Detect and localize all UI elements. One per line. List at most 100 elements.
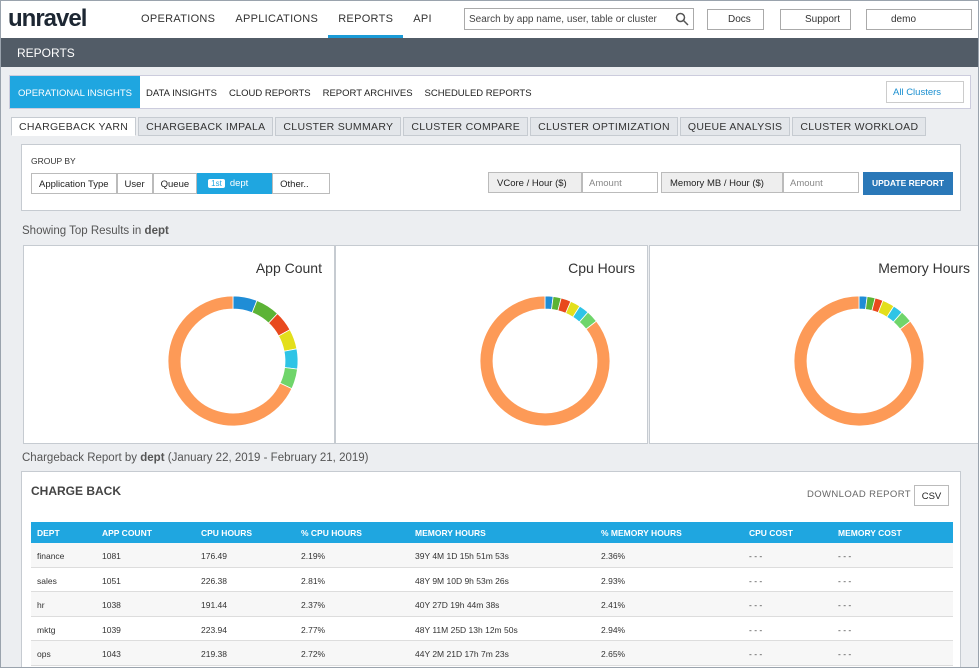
group-option[interactable]: Queue (152, 173, 198, 194)
table-cell: 2.77% (301, 624, 326, 635)
report-tab[interactable]: SCHEDULED REPORTS (424, 88, 532, 99)
column-header[interactable]: CPU HOURS (201, 528, 253, 538)
table-cell: 2.81% (301, 575, 326, 586)
group-options: Application Type User Queue 1st dept Other.. (31, 173, 331, 194)
table-cell: 176.49 (201, 551, 227, 561)
table-cell: 1038 (102, 600, 121, 610)
docs-button[interactable]: Docs (707, 9, 764, 30)
table-cell: 2.41% (601, 600, 626, 610)
table-cell: - - - (749, 649, 763, 659)
table-cell: 2.94% (601, 624, 626, 635)
table-cell: 1039 (102, 624, 121, 635)
search-icon[interactable] (675, 12, 689, 26)
report-tab[interactable]: CLOUD REPORTS (228, 88, 311, 99)
memory-input[interactable]: Amount (783, 172, 859, 193)
report-tab[interactable]: OPERATIONAL INSIGHTS (10, 76, 141, 108)
table-cell: 2.72% (301, 649, 326, 659)
vcore-input[interactable]: Amount (582, 172, 658, 193)
column-header[interactable]: % MEMORY HOURS (601, 528, 682, 538)
logo[interactable]: unravel (8, 5, 87, 32)
report-tab[interactable]: REPORT ARCHIVES (322, 88, 413, 99)
search-box[interactable]: Search by app name, user, table or clust… (464, 8, 694, 30)
showing-caption: Showing Top Results in dept (22, 225, 169, 237)
chargeback-title: CHARGE BACK (31, 484, 121, 498)
nav-item[interactable]: APPLICATIONS (235, 13, 319, 25)
donut-segment[interactable] (167, 295, 293, 427)
csv-button[interactable]: CSV (914, 485, 949, 506)
memory-label: Memory MB / Hour ($) (661, 172, 783, 193)
group-option[interactable]: User (116, 173, 153, 194)
table-cell: mktg (37, 624, 56, 635)
column-header[interactable]: MEMORY HOURS (415, 528, 486, 538)
donut (793, 295, 925, 427)
vcore-label: VCore / Hour ($) (488, 172, 582, 193)
group-by-panel: GROUP BY Application Type User Queue 1st dep… (21, 144, 961, 211)
table-cell: 40Y 27D 19h 44m 38s (415, 600, 500, 610)
other-dropdown[interactable]: Other.. (272, 173, 331, 194)
support-button[interactable]: Support (780, 9, 851, 30)
sub-tab[interactable]: CLUSTER OPTIMIZATION (530, 117, 678, 136)
sub-tab[interactable]: QUEUE ANALYSIS (679, 117, 791, 136)
group-selected[interactable]: 1st dept (197, 173, 273, 194)
chart-title: Cpu Hours (568, 260, 635, 276)
table-cell: - - - (749, 600, 763, 610)
sub-tab[interactable]: CLUSTER COMPARE (403, 117, 529, 136)
chart-title: Memory Hours (878, 260, 970, 276)
nav: OPERATIONS APPLICATIONS REPORTS API (131, 1, 442, 38)
showing-prefix: Showing Top Results in (22, 225, 142, 237)
sub-tab[interactable]: CLUSTER WORKLOAD (792, 117, 927, 136)
sub-tab[interactable]: CHARGEBACK YARN (11, 117, 137, 136)
report-caption: Chargeback Report by dept (January 22, 2… (22, 452, 368, 464)
table-cell: 1081 (102, 551, 121, 561)
table-row: hr 1038 191.44 2.37% 40Y 27D 19h 44m 38s 2.41… (31, 592, 953, 617)
update-button[interactable]: UPDATE REPORT (863, 172, 953, 195)
table-cell: 1051 (102, 575, 121, 586)
column-header[interactable]: CPU COST (749, 528, 793, 538)
table-row: finance 1081 176.49 2.19% 39Y 4M 1D 15h 51m … (31, 543, 953, 568)
cluster-select[interactable]: All Clusters (886, 81, 964, 103)
table-row: ops 1043 219.38 2.72% 44Y 2M 21D 17h 7m 23s 2… (31, 641, 953, 666)
group-option[interactable]: Application Type (31, 173, 117, 194)
nav-item[interactable]: API (413, 13, 432, 25)
donut-segment[interactable] (283, 348, 299, 370)
donut-segment[interactable] (793, 295, 925, 427)
donut (479, 295, 611, 427)
sub-tabs: CHARGEBACK YARN CHARGEBACK IMPALA CLUSTER … (11, 117, 928, 136)
table-cell: - - - (838, 649, 852, 659)
sub-tab[interactable]: CHARGEBACK IMPALA (138, 117, 274, 136)
table-cell: 2.37% (301, 600, 326, 610)
column-header[interactable]: % CPU HOURS (301, 528, 362, 538)
nav-item[interactable]: OPERATIONS (141, 13, 216, 25)
donut-segment[interactable] (479, 295, 611, 427)
sub-tab[interactable]: CLUSTER SUMMARY (275, 117, 402, 136)
table-cell: 2.36% (601, 551, 626, 561)
column-header[interactable]: DEPT (37, 528, 60, 538)
table-cell: - - - (838, 575, 852, 586)
report-tab[interactable]: DATA INSIGHTS (146, 88, 217, 99)
table-cell: hr (37, 600, 45, 610)
table-cell: - - - (838, 600, 852, 610)
table-cell: 48Y 9M 10D 9h 53m 26s (415, 575, 509, 586)
table-cell: 2.19% (301, 551, 326, 561)
table-cell: 48Y 11M 25D 13h 12m 50s (415, 624, 518, 635)
table-cell: - - - (749, 575, 763, 586)
top-bar: unravel OPERATIONS APPLICATIONS REPORTS API… (1, 1, 978, 38)
selected-option: dept (229, 178, 249, 189)
table-cell: 223.94 (201, 624, 227, 635)
column-header[interactable]: MEMORY COST (838, 528, 902, 538)
chart-panel: App Count (23, 245, 335, 444)
chart-panel: Cpu Hours (335, 245, 648, 444)
caption-range: (January 22, 2019 - February 21, 2019) (167, 452, 369, 464)
page-title: REPORTS (1, 38, 978, 67)
table-cell: 219.38 (201, 649, 227, 659)
selected-badge: 1st (208, 179, 225, 188)
caption-prefix: Chargeback Report by (22, 452, 138, 464)
column-header[interactable]: APP COUNT (102, 528, 152, 538)
table-row: sales 1051 226.38 2.81% 48Y 9M 10D 9h 53m 26… (31, 567, 953, 592)
table-cell: 2.93% (601, 575, 626, 586)
table-cell: finance (37, 551, 65, 561)
group-by-label: GROUP BY (31, 156, 76, 166)
user-menu[interactable]: demo (866, 9, 972, 30)
chargeback-panel: CHARGE BACK DOWNLOAD REPORT CSV DEPT APP … (21, 471, 961, 667)
nav-item[interactable]: REPORTS (328, 1, 404, 38)
